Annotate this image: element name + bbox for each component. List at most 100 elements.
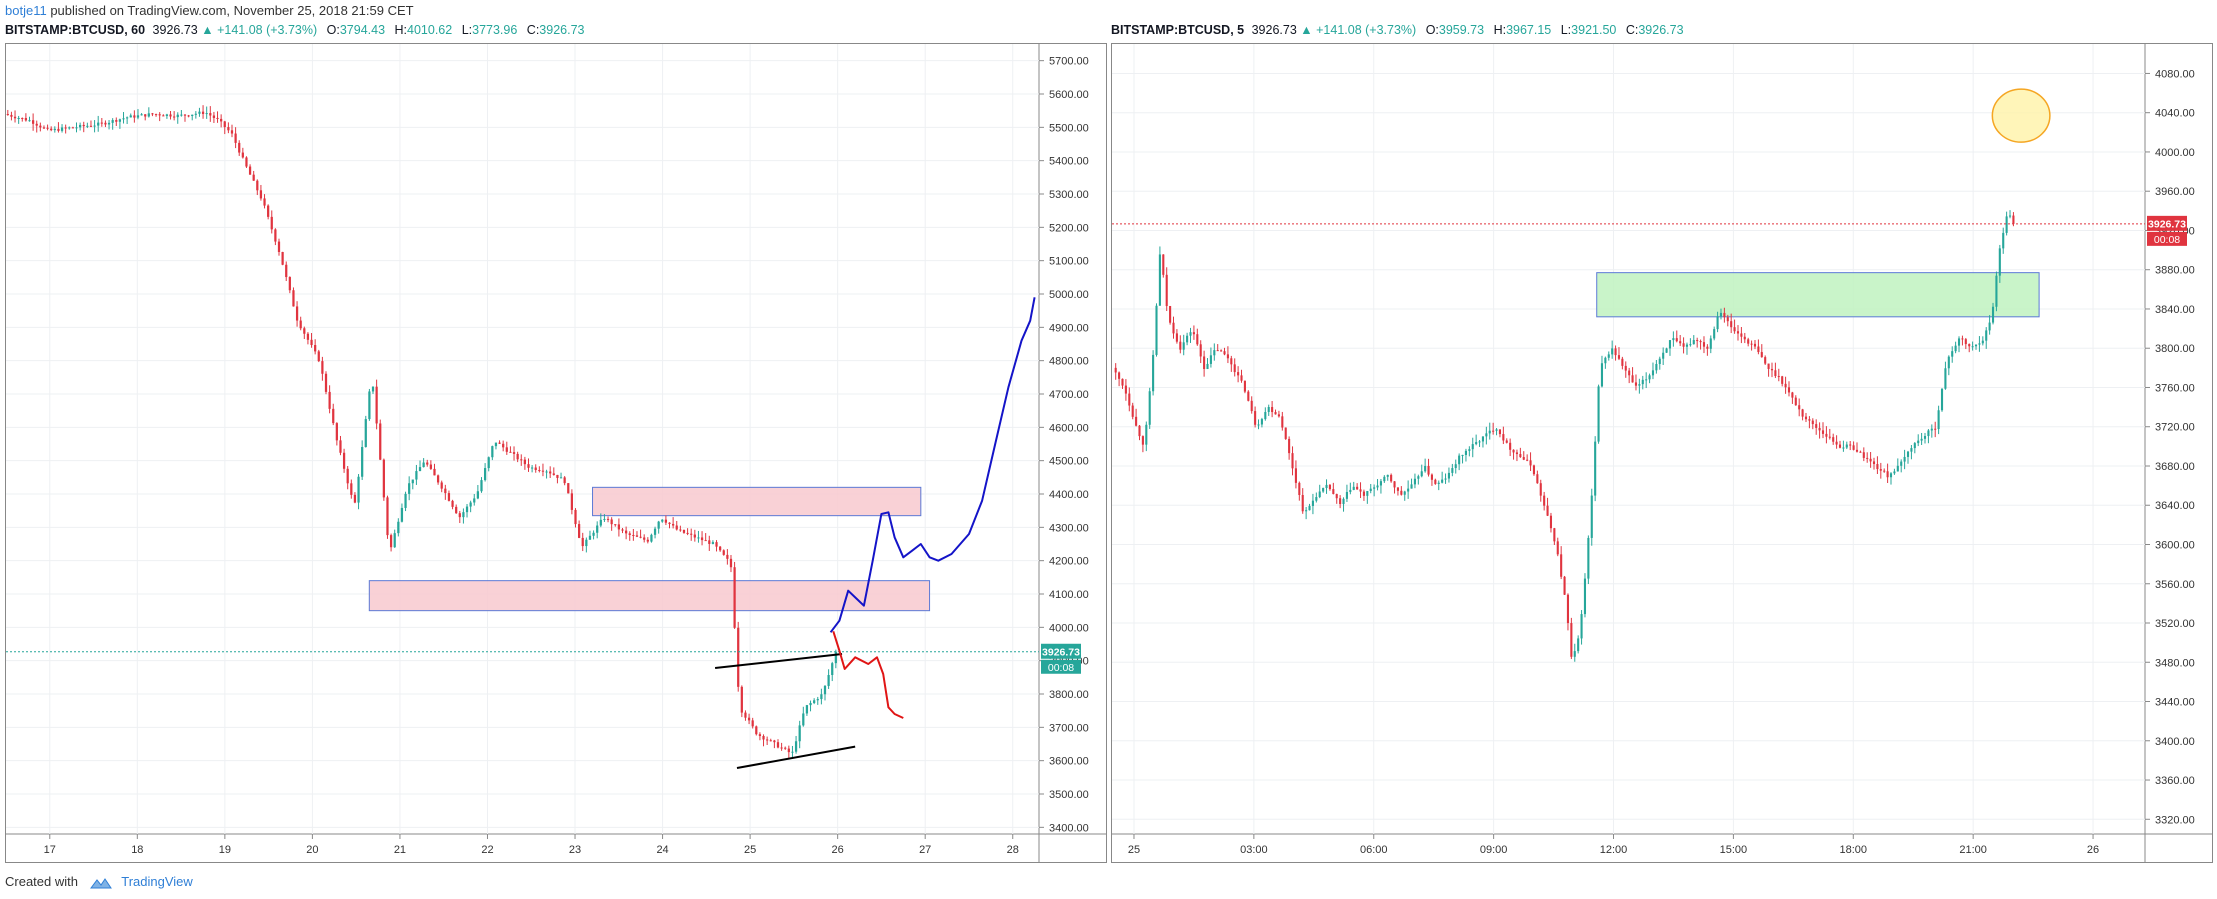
right-y-tick-label: 3440.00 <box>2155 697 2195 709</box>
left-candle-body <box>509 451 512 453</box>
right-candle-body <box>1522 457 1525 460</box>
right-close-value: 3926.73 <box>1638 23 1684 37</box>
right-y-tick-label: 3840.00 <box>2155 304 2195 316</box>
right-candle-body <box>1536 474 1539 484</box>
right-candle-body <box>1121 378 1124 386</box>
right-candle-body <box>1583 578 1587 615</box>
right-candle-body <box>1461 454 1464 456</box>
left-candle-body <box>335 423 338 441</box>
left-candle-body <box>664 519 668 523</box>
left-x-tick-label: 26 <box>832 844 844 856</box>
left-candle-body <box>332 408 335 424</box>
left-candle-body <box>686 532 689 534</box>
left-candle-body <box>180 114 183 116</box>
right-candle-body <box>1764 357 1767 364</box>
left-candle-body <box>606 518 610 520</box>
right-candle-body <box>1349 489 1352 492</box>
left-candle-body <box>64 127 67 129</box>
right-y-tick-label: 3960.00 <box>2155 186 2195 198</box>
right-zone-rect <box>1596 272 2040 318</box>
right-candle-body <box>1832 437 1835 442</box>
right-candle-body <box>1403 491 1406 495</box>
right-candle-body <box>1801 409 1804 417</box>
left-candle-body <box>816 699 819 701</box>
left-candle-body <box>831 663 834 676</box>
left-candle-body <box>371 386 375 392</box>
right-candle-body <box>1339 498 1342 505</box>
right-candle-body <box>1257 424 1260 426</box>
left-candle-body <box>299 320 302 329</box>
right-candle-body <box>1662 352 1665 359</box>
right-candle-body <box>1509 442 1512 450</box>
right-candle-body <box>1668 340 1672 349</box>
left-y-tick-label: 4300.00 <box>1049 522 1089 534</box>
left-candle-body <box>382 459 385 498</box>
left-candle-body <box>614 524 617 526</box>
right-candle-body <box>1560 554 1563 577</box>
right-candle-body <box>1182 342 1185 350</box>
left-candle-body <box>487 457 490 469</box>
left-candle-body <box>183 114 187 116</box>
right-candle-body <box>1781 376 1784 384</box>
right-candle-body <box>1169 306 1172 323</box>
right-candle-body <box>1709 338 1712 349</box>
right-candle-body <box>1866 457 1869 459</box>
right-candle-body <box>1284 427 1287 439</box>
right-candle-body <box>1736 331 1740 334</box>
left-candle-body <box>79 124 82 128</box>
publisher-username[interactable]: botje11 <box>5 3 47 18</box>
right-candle-body <box>1495 429 1498 431</box>
left-chart-svg[interactable]: 5700.00 5600.00 5500.00 5400.00 5300.00 5200.… <box>6 44 1106 862</box>
left-candle-body <box>809 702 812 706</box>
left-candle-body <box>270 216 273 230</box>
right-candle-body <box>1400 490 1403 495</box>
left-trendline <box>714 653 843 669</box>
tradingview-brand[interactable]: TradingView <box>121 874 193 889</box>
left-candle-body <box>534 467 537 470</box>
right-candle-body <box>1665 348 1668 353</box>
right-candle-body <box>1209 355 1212 364</box>
right-open-label: O: <box>1425 23 1439 37</box>
right-candle-body <box>1492 430 1495 432</box>
left-candle-body <box>274 229 277 242</box>
right-candle-body <box>1991 306 1995 323</box>
left-candle-body <box>758 734 762 736</box>
right-chart-panel[interactable]: 4080.00 4040.00 4000.00 3960.00 3920.00 3880.… <box>1111 43 2213 863</box>
left-candle-body <box>97 122 100 126</box>
left-chart-panel[interactable]: 5700.00 5600.00 5500.00 5400.00 5300.00 5200.… <box>5 43 1107 863</box>
right-candle-body <box>1407 488 1410 492</box>
left-candle-body <box>708 540 711 544</box>
left-candle-body <box>650 534 653 542</box>
left-candle-body <box>483 468 487 481</box>
right-candle-body <box>1488 430 1491 434</box>
right-candle-body <box>1485 433 1488 437</box>
left-y-tick-label: 3500.00 <box>1049 789 1089 801</box>
right-candle-body <box>1247 391 1250 401</box>
right-time-tag-bg <box>2147 231 2187 246</box>
left-candle-body <box>516 453 519 460</box>
right-candle-body <box>1141 436 1144 445</box>
right-candle-body <box>1974 344 1978 347</box>
right-candle-body <box>1243 380 1246 392</box>
left-candle-body <box>361 446 364 477</box>
left-candle-body <box>697 537 700 539</box>
left-candle-body <box>216 117 219 119</box>
right-candle-body <box>1308 505 1311 511</box>
right-candle-body <box>1896 465 1899 472</box>
right-chart-svg[interactable]: 4080.004040.004000.003960.003920.003880.… <box>1112 44 2212 862</box>
left-candle-body <box>230 130 234 134</box>
right-candle-body <box>1607 354 1610 358</box>
right-candle-body <box>1264 411 1267 420</box>
right-candle-body <box>1430 474 1433 480</box>
right-x-tick-label: 25 <box>1128 844 1140 856</box>
left-candle-body <box>93 125 96 127</box>
left-candle-body <box>639 536 642 538</box>
right-candle-body <box>1631 375 1634 383</box>
left-candle-body <box>690 533 693 535</box>
right-candle-body <box>1906 451 1910 457</box>
left-candle-body <box>834 651 837 664</box>
right-y-tick-label: 3640.00 <box>2155 500 2195 512</box>
left-candle-body <box>769 740 772 742</box>
left-candle-body <box>617 524 621 530</box>
right-candle-body <box>1335 493 1338 499</box>
